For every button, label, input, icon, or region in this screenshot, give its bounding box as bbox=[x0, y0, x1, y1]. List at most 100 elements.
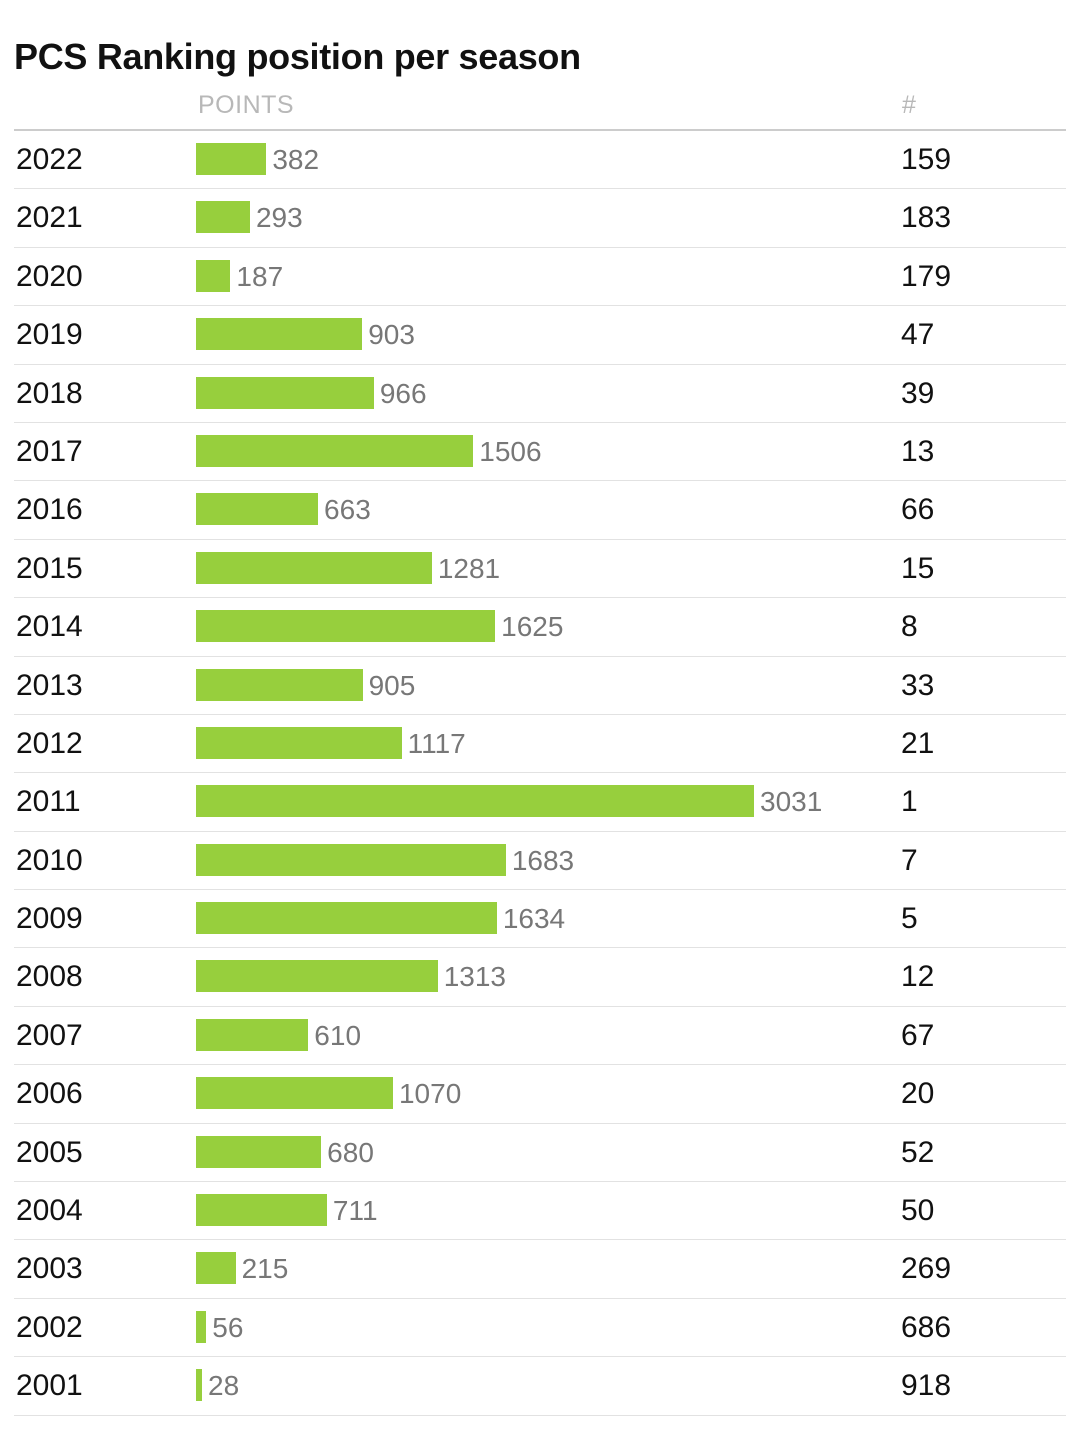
table-row: 2010 1683 7 bbox=[14, 832, 1066, 891]
rank-value: 67 bbox=[901, 1018, 935, 1052]
points-bar bbox=[196, 318, 363, 351]
points-bar bbox=[196, 1018, 309, 1051]
rank-value: 66 bbox=[901, 493, 935, 527]
season-year: 2007 bbox=[16, 1018, 83, 1052]
rank-value: 179 bbox=[901, 259, 952, 293]
table-row: 2015 1281 15 bbox=[14, 540, 1066, 599]
points-bar bbox=[196, 843, 506, 876]
season-year: 2006 bbox=[16, 1077, 83, 1111]
points-bar bbox=[196, 1369, 202, 1402]
points-bar bbox=[196, 434, 474, 467]
table-row: 2011 3031 1 bbox=[14, 773, 1066, 832]
table-row: 2019 903 47 bbox=[14, 306, 1066, 365]
table-row: 2014 1625 8 bbox=[14, 598, 1066, 657]
rank-value: 269 bbox=[901, 1252, 952, 1286]
points-value: 215 bbox=[241, 1253, 289, 1285]
points-value: 610 bbox=[314, 1019, 362, 1051]
season-year: 2004 bbox=[16, 1194, 83, 1228]
season-year: 2008 bbox=[16, 960, 83, 994]
season-year: 2014 bbox=[16, 610, 83, 644]
season-year: 2010 bbox=[16, 843, 83, 877]
points-value: 382 bbox=[272, 144, 320, 175]
points-bar bbox=[196, 201, 250, 234]
table-row: 2006 1070 20 bbox=[14, 1065, 1066, 1124]
points-bar bbox=[196, 1252, 236, 1285]
rank-value: 686 bbox=[901, 1310, 952, 1344]
points-value: 187 bbox=[236, 260, 284, 292]
table-row: 2022 382 159 bbox=[14, 131, 1066, 190]
rank-value: 13 bbox=[901, 434, 935, 468]
points-value: 663 bbox=[324, 494, 371, 526]
table-row: 2017 1506 13 bbox=[14, 423, 1066, 482]
points-value: 905 bbox=[368, 669, 416, 701]
rank-value: 918 bbox=[901, 1369, 952, 1403]
table-row: 2008 1313 12 bbox=[14, 948, 1066, 1007]
season-year: 2017 bbox=[16, 434, 83, 468]
rank-value: 50 bbox=[901, 1194, 935, 1228]
points-bar bbox=[196, 902, 497, 935]
rank-column-header: # bbox=[902, 91, 916, 119]
points-bar bbox=[196, 1194, 327, 1227]
table-row: 2016 663 66 bbox=[14, 481, 1066, 540]
season-year: 2016 bbox=[16, 493, 83, 527]
points-value: 1117 bbox=[407, 727, 466, 759]
points-value: 1683 bbox=[511, 844, 575, 876]
points-bar bbox=[196, 1310, 207, 1343]
table-row: 2012 1117 21 bbox=[14, 715, 1066, 774]
ranking-table: 2022 382 159 2021 293 183 2020 187 179 2019 903 47 2… bbox=[14, 131, 1066, 1416]
rank-value: 15 bbox=[901, 551, 935, 585]
points-column-header: POINTS bbox=[198, 91, 295, 119]
points-value: 56 bbox=[212, 1311, 244, 1343]
points-bar bbox=[196, 785, 754, 818]
points-bar bbox=[196, 493, 319, 526]
season-year: 2003 bbox=[16, 1252, 83, 1286]
points-bar bbox=[196, 668, 363, 701]
season-year: 2001 bbox=[16, 1369, 83, 1403]
rank-value: 183 bbox=[901, 201, 952, 235]
points-value: 966 bbox=[379, 377, 427, 409]
season-year: 2018 bbox=[16, 376, 83, 410]
points-value: 1070 bbox=[398, 1078, 462, 1110]
points-value: 1313 bbox=[443, 961, 507, 993]
points-bar bbox=[196, 143, 267, 175]
points-value: 1506 bbox=[479, 435, 542, 467]
table-row: 2004 711 50 bbox=[14, 1182, 1066, 1241]
table-row: 2021 293 183 bbox=[14, 189, 1066, 248]
points-value: 1634 bbox=[502, 903, 566, 935]
season-year: 2013 bbox=[16, 668, 83, 702]
rank-value: 52 bbox=[901, 1135, 935, 1169]
points-value: 903 bbox=[368, 319, 415, 351]
season-year: 2021 bbox=[16, 201, 83, 235]
chart-title: PCS Ranking position per season bbox=[14, 36, 581, 77]
rank-value: 20 bbox=[901, 1077, 935, 1111]
points-value: 28 bbox=[208, 1370, 240, 1402]
season-year: 2011 bbox=[16, 785, 81, 819]
points-bar bbox=[196, 1135, 322, 1168]
table-row: 2018 966 39 bbox=[14, 365, 1066, 423]
rank-value: 12 bbox=[901, 960, 935, 994]
points-value: 680 bbox=[327, 1136, 374, 1168]
rank-value: 159 bbox=[901, 143, 952, 176]
rank-value: 33 bbox=[901, 668, 935, 702]
points-bar bbox=[196, 1077, 393, 1110]
table-row: 2003 215 269 bbox=[14, 1240, 1066, 1299]
header-divider bbox=[14, 129, 1066, 131]
points-value: 1625 bbox=[501, 611, 564, 643]
points-value: 293 bbox=[255, 202, 303, 234]
points-value: 711 bbox=[332, 1195, 378, 1227]
points-value: 1281 bbox=[437, 552, 501, 584]
table-row: 2009 1634 5 bbox=[14, 890, 1066, 949]
table-row: 2001 28 918 bbox=[14, 1357, 1066, 1416]
table-row: 2005 680 52 bbox=[14, 1124, 1066, 1183]
points-bar bbox=[196, 551, 432, 584]
rank-value: 7 bbox=[901, 843, 918, 877]
season-year: 2009 bbox=[16, 902, 83, 936]
points-bar bbox=[196, 610, 496, 643]
table-row: 2002 56 686 bbox=[14, 1299, 1066, 1358]
table-row: 2020 187 179 bbox=[14, 248, 1066, 307]
season-year: 2019 bbox=[16, 318, 83, 352]
season-year: 2005 bbox=[16, 1135, 83, 1169]
rank-value: 1 bbox=[901, 785, 918, 819]
season-year: 2022 bbox=[16, 143, 83, 176]
rank-value: 8 bbox=[901, 610, 918, 644]
